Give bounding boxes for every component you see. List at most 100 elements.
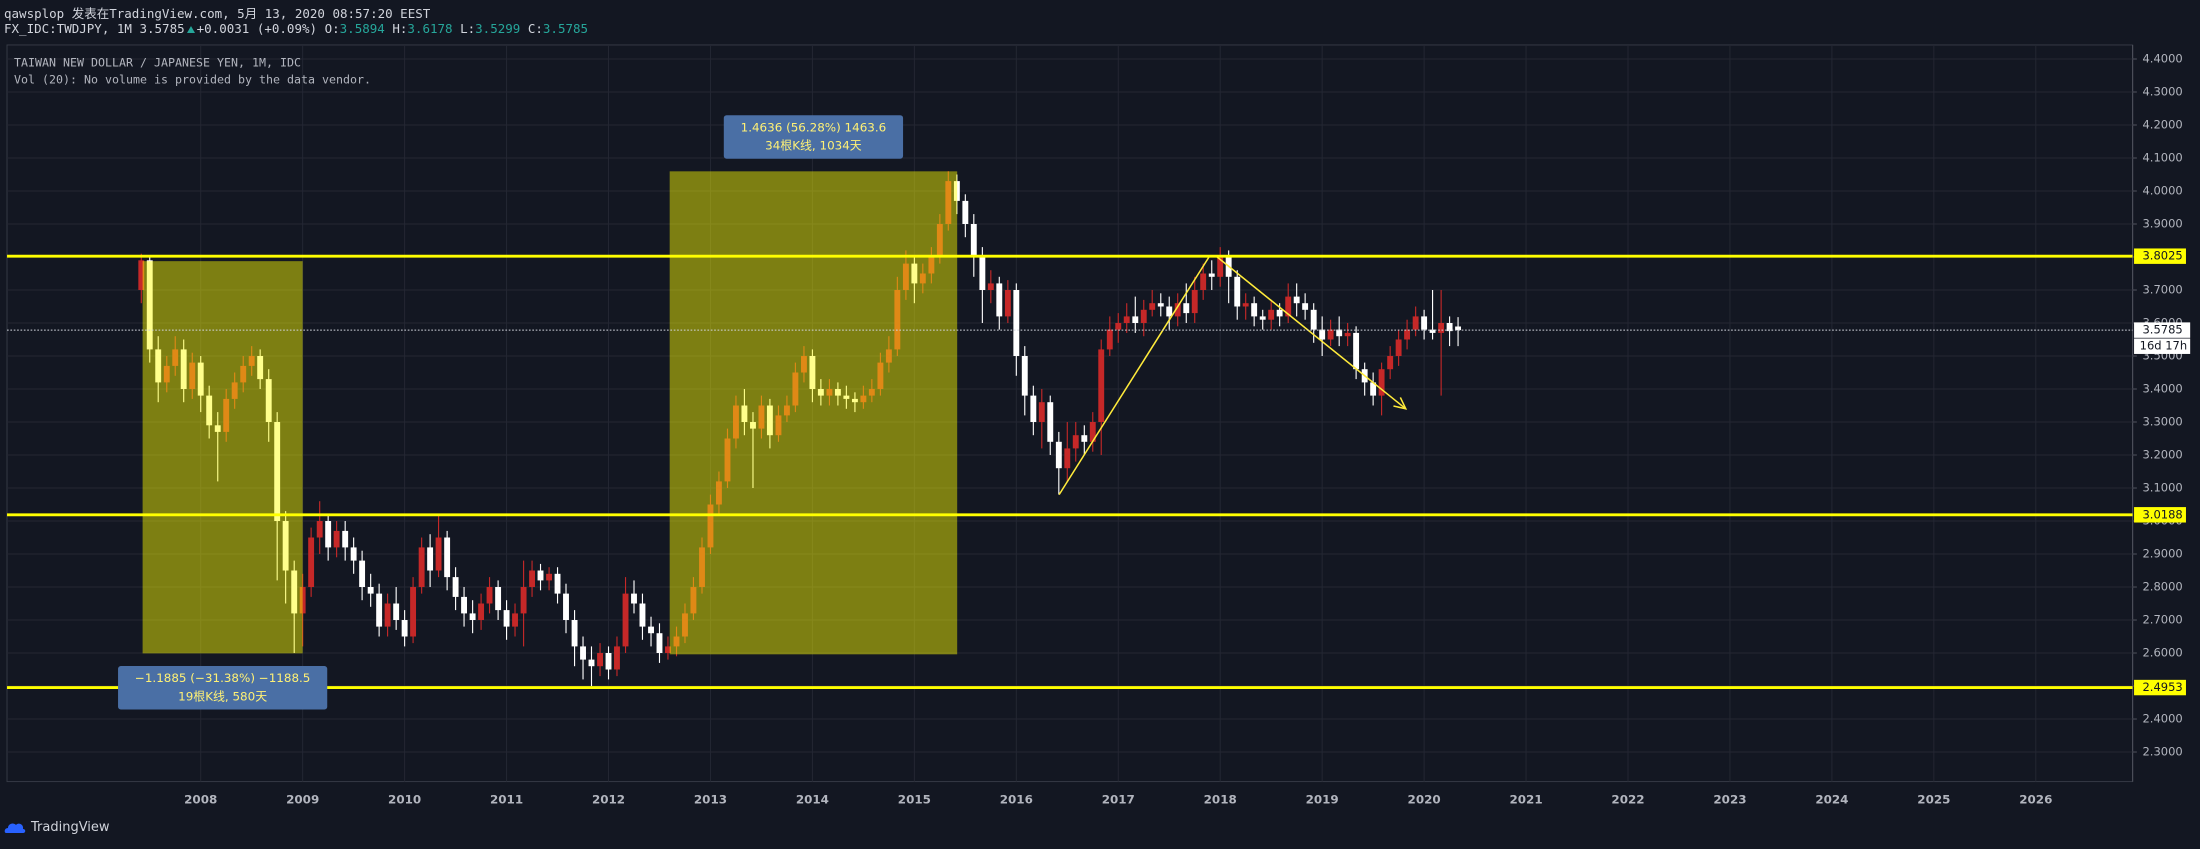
last-price: 3.5785 — [139, 21, 185, 36]
candle-body — [418, 547, 425, 588]
candle-body — [512, 613, 518, 627]
x-tick-label: 2024 — [1815, 792, 1848, 806]
candle-body — [1276, 309, 1283, 317]
range-label-box — [118, 665, 328, 710]
candle-body — [172, 349, 179, 366]
plot-frame — [6, 44, 2134, 783]
candle-body — [919, 273, 926, 284]
candle-body — [817, 389, 824, 396]
candle-body — [308, 537, 315, 588]
candle-body — [146, 260, 153, 350]
grid — [7, 44, 2133, 782]
y-tick-label: 2.4000 — [2142, 712, 2182, 726]
candle-body — [1455, 326, 1462, 331]
price-line-tag — [2134, 679, 2186, 696]
candle-body — [427, 547, 434, 571]
range-label: 19根K线, 580天 — [178, 689, 267, 703]
candle-body — [384, 603, 391, 627]
candle-body — [299, 587, 306, 614]
candle-body — [376, 593, 383, 627]
y-tick-label: 4.2000 — [2142, 117, 2182, 131]
candle-body — [563, 593, 569, 621]
candle-body — [1429, 329, 1436, 333]
candle-body — [673, 636, 680, 647]
candle-body — [1310, 309, 1317, 330]
candle-body — [163, 365, 170, 383]
candle-body — [1064, 448, 1071, 469]
candle-body — [138, 260, 145, 291]
candle-body — [877, 362, 884, 390]
candle-body — [1285, 296, 1292, 317]
candle-body — [1404, 329, 1411, 340]
price-line-label: 2.4953 — [2142, 680, 2182, 694]
candle-body — [1166, 306, 1173, 317]
x-tick-label: 2018 — [1204, 792, 1237, 806]
candle-body — [1242, 303, 1249, 307]
candle-body — [953, 181, 960, 201]
candle-body — [1344, 332, 1351, 337]
trend-line — [1216, 256, 1407, 410]
candle-body — [1353, 332, 1360, 370]
y-tick-label: 3.1000 — [2142, 481, 2182, 495]
candle-body — [257, 356, 264, 380]
candle-body — [843, 395, 850, 399]
candle-body — [987, 283, 994, 291]
candle-body — [554, 573, 561, 594]
candle-body — [809, 356, 816, 390]
candle-body — [1174, 303, 1181, 317]
y-tick-label: 3.4000 — [2142, 382, 2182, 396]
candle-body — [325, 521, 332, 548]
candle-body — [1047, 402, 1054, 442]
candle-body — [928, 257, 935, 274]
candle-body — [1234, 276, 1241, 307]
candle-body — [639, 603, 646, 627]
candle-body — [274, 422, 281, 522]
x-tick-label: 2010 — [388, 792, 421, 806]
candle-body — [529, 570, 535, 588]
price-line-tag — [2134, 507, 2186, 523]
trend-line — [1058, 256, 1210, 496]
candle-body — [537, 570, 544, 581]
candle-body — [1395, 339, 1402, 357]
candle-body — [1055, 441, 1062, 469]
candle-body — [783, 405, 790, 416]
close-label: C: — [527, 21, 543, 36]
range-label: 34根K线, 1034天 — [765, 139, 862, 153]
candle-body — [1200, 273, 1207, 291]
candle-body — [291, 570, 298, 614]
y-tick-label: 4.4000 — [2142, 51, 2182, 65]
candle-body — [1038, 402, 1045, 423]
x-tick-label: 2017 — [1102, 792, 1135, 806]
candle-body — [495, 587, 502, 611]
candle-body — [1387, 356, 1394, 370]
candle-body — [282, 521, 289, 571]
candle-body — [1030, 395, 1037, 423]
candle-body — [860, 395, 867, 403]
candle-body — [724, 438, 731, 482]
candle-body — [656, 633, 663, 654]
candle-body — [180, 349, 187, 390]
x-tick-label: 2009 — [286, 792, 319, 806]
x-tick-label: 2015 — [898, 792, 931, 806]
candle-body — [1293, 296, 1300, 304]
candle-body — [622, 593, 629, 647]
candle-body — [699, 547, 705, 588]
candle-body — [1259, 316, 1266, 320]
y-tick-label: 4.0000 — [2142, 183, 2182, 197]
candle-body — [1183, 303, 1190, 314]
candle-body — [435, 537, 442, 571]
y-tick-label: 2.3000 — [2142, 745, 2182, 759]
candle-body — [189, 362, 196, 390]
candle-body — [546, 573, 553, 581]
candle-body — [1004, 290, 1011, 317]
candle-body — [265, 379, 272, 423]
y-tick-label: 2.7000 — [2142, 613, 2182, 627]
candle-body — [1157, 303, 1164, 307]
last-price-label: 3.5785 — [2142, 323, 2182, 337]
x-tick-label: 2008 — [184, 792, 217, 806]
candle-body — [461, 596, 467, 614]
candle-body — [1319, 329, 1326, 340]
candle-body — [1438, 323, 1445, 333]
candle-body — [1446, 323, 1453, 332]
